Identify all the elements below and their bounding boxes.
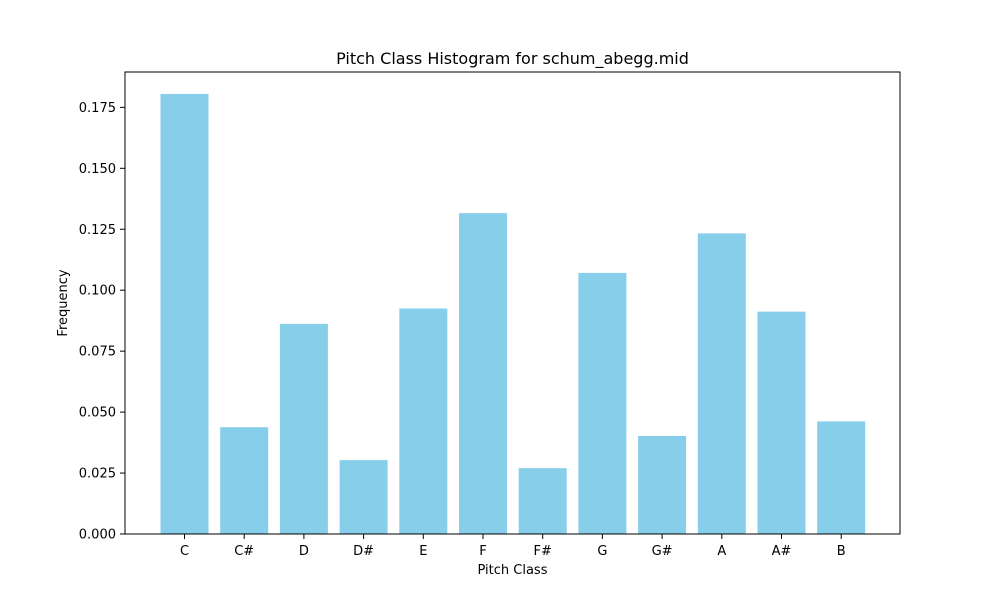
y-axis-ticks: 0.000 0.025 0.050 0.075 0.100 0.125 0.150 0.175 bbox=[79, 101, 125, 543]
bar-g bbox=[578, 272, 627, 534]
x-tick-label: C bbox=[180, 544, 189, 559]
bar-f-sharp bbox=[518, 468, 567, 534]
x-tick-label: G# bbox=[652, 544, 673, 559]
x-tick-label: D bbox=[299, 544, 309, 559]
chart-title: Pitch Class Histogram for schum_abegg.mi… bbox=[336, 49, 689, 69]
y-tick-label: 0.150 bbox=[79, 162, 116, 177]
bar-e bbox=[399, 308, 448, 534]
bar-g-sharp bbox=[638, 435, 687, 534]
x-tick-label: F bbox=[479, 544, 486, 559]
x-tick-label: D# bbox=[353, 544, 374, 559]
y-tick-label: 0.050 bbox=[79, 406, 116, 421]
bars-group bbox=[160, 93, 866, 534]
bar-c bbox=[160, 93, 209, 534]
y-axis-label: Frequency bbox=[56, 269, 71, 336]
x-tick-label: F# bbox=[534, 544, 552, 559]
y-tick-label: 0.000 bbox=[79, 528, 116, 543]
plot-frame bbox=[124, 71, 901, 535]
y-tick-label: 0.100 bbox=[79, 284, 116, 299]
x-tick-label: E bbox=[419, 544, 427, 559]
y-tick-label: 0.075 bbox=[79, 345, 116, 360]
x-axis-ticks: C C# D D# E F F# G G# A A# B bbox=[180, 534, 846, 559]
bar-f bbox=[459, 213, 507, 534]
x-axis-label: Pitch Class bbox=[478, 563, 548, 578]
x-tick-label: C# bbox=[234, 544, 254, 559]
bar-c-sharp bbox=[220, 427, 269, 534]
bar-d bbox=[279, 323, 328, 534]
bar-a bbox=[697, 233, 746, 534]
x-tick-label: A# bbox=[772, 544, 792, 559]
y-tick-label: 0.125 bbox=[79, 223, 116, 238]
y-tick-label: 0.175 bbox=[79, 101, 116, 116]
bar-a-sharp bbox=[757, 311, 806, 534]
y-tick-label: 0.025 bbox=[79, 467, 116, 482]
x-tick-label: A bbox=[717, 544, 726, 559]
x-tick-label: B bbox=[837, 544, 846, 559]
bar-b bbox=[817, 421, 866, 534]
x-tick-label: G bbox=[597, 544, 607, 559]
bar-d-sharp bbox=[339, 460, 388, 534]
